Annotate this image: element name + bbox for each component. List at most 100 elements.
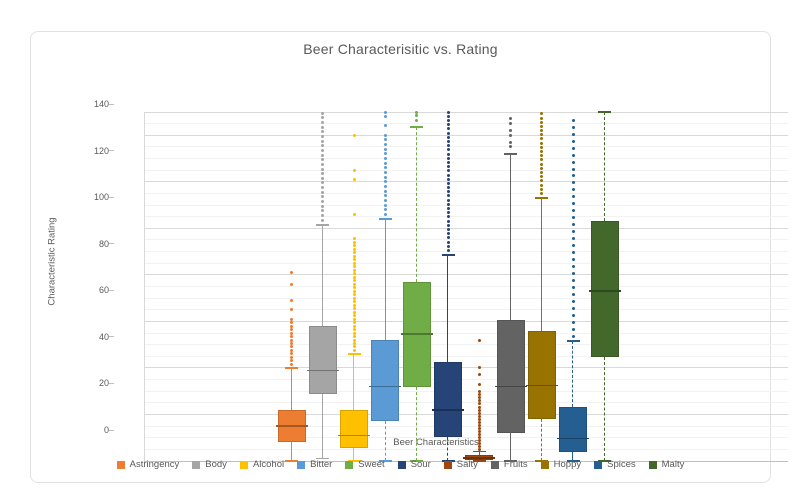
outlier-dot-body: [321, 130, 325, 134]
major-gridline: [144, 181, 788, 183]
outlier-dot-body: [321, 144, 325, 148]
outlier-dot-hoppy: [540, 120, 544, 124]
outlier-dot-alcohol: [352, 133, 356, 137]
whisker-cap-top-spices: [566, 340, 580, 342]
outlier-dot-astringency: [290, 324, 293, 328]
chart-title: Beer Characterisitic vs. Rating: [303, 41, 498, 57]
outlier-dot-fruits: [509, 129, 513, 133]
whisker-bottom-sour: [447, 436, 449, 461]
whisker-cap-bottom-bitter: [378, 460, 392, 462]
y-tick-mark: [109, 150, 114, 152]
outlier-dot-alcohol: [352, 177, 356, 181]
minor-gridline: [144, 332, 788, 334]
outlier-dot-sour: [446, 165, 450, 169]
outlier-dot-salty: [477, 411, 481, 415]
outlier-dot-sour: [446, 114, 450, 118]
legend-swatch-icon: [540, 460, 549, 469]
major-gridline: [144, 367, 788, 369]
y-tick-label: 80: [98, 238, 109, 249]
outlier-dot-sour: [446, 202, 450, 206]
whisker-bottom-hoppy: [541, 419, 543, 461]
minor-gridline: [144, 309, 788, 311]
outlier-dot-body: [321, 190, 325, 194]
whisker-cap-bottom-body: [316, 457, 330, 460]
outlier-dot-alcohol: [352, 272, 356, 276]
outlier-dot-sour: [446, 135, 450, 139]
outlier-dot-spices: [571, 139, 575, 143]
outlier-dot-alcohol: [352, 317, 356, 321]
legend-label: Hoppy: [553, 459, 582, 470]
legend-label: Astringency: [129, 459, 180, 470]
outlier-dot-salty: [477, 426, 481, 430]
outlier-dot-body: [321, 209, 325, 213]
outlier-dot-hoppy: [540, 162, 544, 166]
whisker-bottom-alcohol: [353, 448, 355, 461]
outlier-dot-salty: [477, 382, 481, 386]
outlier-dot-salty: [477, 438, 481, 442]
whisker-cap-top-sour: [441, 254, 455, 256]
median-line-body: [306, 369, 339, 371]
outlier-dot-hoppy: [540, 112, 544, 116]
outlier-dot-alcohol: [352, 348, 356, 352]
outlier-dot-sour: [446, 219, 450, 223]
outlier-dot-hoppy: [540, 141, 544, 145]
outlier-dot-body: [321, 176, 325, 180]
y-tick-mark: [109, 289, 114, 291]
median-line-sweet: [400, 333, 433, 335]
whisker-top-hoppy: [541, 198, 543, 331]
whisker-cap-bottom-salty: [472, 460, 486, 462]
outlier-dot-hoppy: [540, 183, 544, 187]
outlier-dot-sour: [446, 131, 450, 135]
outlier-dot-sour: [446, 194, 450, 198]
outlier-dot-bitter: [383, 147, 387, 151]
whisker-top-spices: [572, 341, 574, 407]
outlier-dot-alcohol: [352, 237, 356, 241]
legend-label: Spices: [607, 459, 636, 470]
outlier-dot-astringency: [290, 328, 293, 332]
legend-swatch-icon: [192, 460, 201, 469]
y-tick-mark: [109, 103, 114, 105]
minor-gridline: [144, 262, 788, 264]
y-axis-title: Characteristic Rating: [46, 217, 58, 306]
outlier-dot-alcohol: [352, 268, 356, 272]
minor-gridline: [144, 355, 788, 357]
whisker-bottom-sweet: [415, 386, 417, 461]
outlier-dot-bitter: [383, 143, 387, 147]
outlier-dot-astringency: [290, 282, 293, 286]
outlier-dot-fruits: [509, 117, 513, 121]
outlier-dot-salty: [477, 399, 481, 403]
minor-gridline: [144, 239, 788, 241]
outlier-dot-bitter: [383, 110, 387, 114]
outlier-dot-hoppy: [540, 158, 544, 162]
x-axis-line: [144, 460, 788, 462]
outlier-dot-alcohol: [352, 314, 356, 318]
median-line-astringency: [275, 425, 308, 427]
outlier-dot-hoppy: [540, 150, 544, 154]
outlier-dot-sour: [446, 152, 450, 156]
outlier-dot-alcohol: [352, 342, 356, 345]
outlier-dot-hoppy: [540, 137, 544, 141]
median-line-alcohol: [338, 434, 371, 437]
legend-item-fruits: Fruits: [490, 459, 528, 470]
outlier-dot-salty: [477, 423, 481, 427]
y-tick-label: 0: [103, 425, 109, 435]
whisker-cap-top-body: [316, 224, 330, 226]
outlier-dot-hoppy: [540, 124, 544, 128]
legend-label: Malty: [661, 459, 685, 470]
outlier-dot-astringency: [290, 308, 293, 312]
outlier-dot-alcohol: [352, 286, 356, 290]
outlier-dot-spices: [571, 300, 575, 304]
outlier-dot-alcohol: [352, 300, 356, 304]
outlier-dot-salty: [477, 366, 481, 370]
whisker-bottom-malty: [603, 357, 605, 461]
outlier-dot-body: [321, 167, 325, 171]
outlier-dot-bitter: [383, 203, 387, 207]
outlier-dot-spices: [571, 153, 575, 157]
outlier-dot-body: [321, 153, 325, 157]
legend-label: Sweet: [358, 459, 385, 470]
outlier-dot-sour: [446, 127, 450, 131]
outlier-dot-astringency: [290, 321, 293, 325]
outlier-dot-fruits: [509, 145, 513, 149]
minor-gridline: [144, 448, 788, 450]
